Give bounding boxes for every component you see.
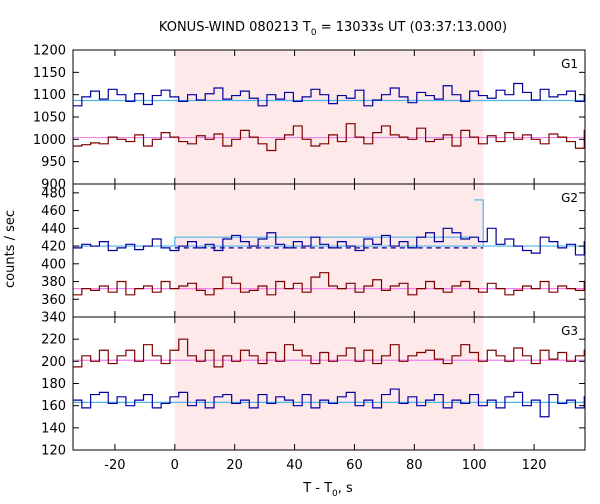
x-tick-label: 120 [522,458,547,473]
panel-label-g3: G3 [561,324,578,338]
x-tick-label: 20 [226,458,243,473]
y-tick-label: 360 [41,293,66,308]
y-tick-label: 420 [41,240,66,255]
y-tick-label: 480 [41,186,66,201]
x-tick-label: 40 [286,458,303,473]
y-tick-label: 1100 [33,88,66,103]
x-tick-label: -20 [104,458,125,473]
y-axis-label: counts / sec [3,210,18,288]
y-tick-label: 180 [41,377,66,392]
text-layer: KONUS-WIND 080213 T0 = 13033s UT (03:37:… [3,20,578,499]
x-tick-label: 80 [406,458,423,473]
y-tick-label: 200 [41,355,66,370]
y-tick-label: 120 [41,444,66,459]
y-tick-label: 380 [41,275,66,290]
y-tick-label: 400 [41,257,66,272]
y-tick-label: 160 [41,399,66,414]
panel-g1 [73,82,585,152]
y-tick-label: 1200 [33,44,66,59]
y-tick-label: 900 [41,178,66,193]
y-tick-label: 1050 [33,111,66,126]
y-tick-label: 440 [41,222,66,237]
panel-label-g2: G2 [561,191,578,205]
x-tick-label: 60 [346,458,363,473]
series-red-g2 [73,272,585,296]
y-tick-label: 220 [41,333,66,348]
chart-title: KONUS-WIND 080213 T0 = 13033s UT (03:37:… [159,20,507,38]
y-tick-label: 950 [41,155,66,170]
panel-label-g1: G1 [561,57,578,71]
series-blue-g3 [73,388,585,418]
series-red-g3 [73,338,585,368]
y-tick-label: 140 [41,421,66,436]
x-tick-label: 0 [171,458,179,473]
series-red-g1 [73,123,585,152]
panel-g2 [73,199,585,296]
y-tick-label: 1150 [33,66,66,81]
x-tick-label: 100 [462,458,487,473]
shaded-interval [174,50,484,450]
series-blue-g1 [73,82,585,107]
x-axis-label: T - T0, s [302,481,353,499]
y-tick-label: 1000 [33,133,66,148]
data-layer [73,82,585,418]
fit-step-segment [474,199,484,247]
y-tick-label: 340 [41,311,66,326]
shading-layer [174,50,484,450]
y-tick-label: 460 [41,204,66,219]
fit-step-segment [174,236,475,247]
frame-layer [72,49,586,451]
panel-g3 [73,338,585,418]
series-blue-g2 [73,227,585,256]
